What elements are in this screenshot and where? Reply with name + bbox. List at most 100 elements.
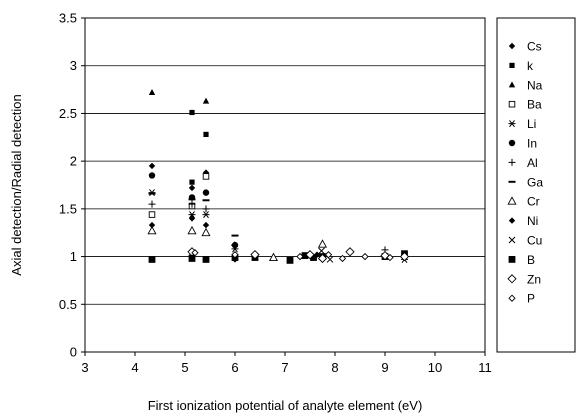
x-axis-title: First ionization potential of analyte el… xyxy=(148,398,423,413)
point-al xyxy=(188,200,196,208)
legend-marker-cr xyxy=(507,196,517,205)
legend-label-al: Al xyxy=(527,156,538,170)
legend-label-k: k xyxy=(527,59,534,73)
point-al xyxy=(202,205,210,213)
y-tick-label: 3 xyxy=(70,58,77,73)
point-ni xyxy=(188,215,196,222)
point-zn xyxy=(399,251,410,262)
point-k xyxy=(189,109,195,116)
point-al xyxy=(148,200,156,208)
point-p xyxy=(231,251,239,259)
point-zn xyxy=(345,247,355,257)
x-tick-label: 6 xyxy=(231,360,238,375)
x-tick-label: 8 xyxy=(331,360,338,375)
y-axis-title: Axial detection/Radial detection xyxy=(9,94,24,275)
legend-item-ba: Ba xyxy=(508,98,542,112)
y-tick-label: 0 xyxy=(70,345,77,360)
legend-item-na: Na xyxy=(508,78,543,92)
point-zn xyxy=(317,253,328,264)
legend-marker-ni xyxy=(508,217,516,224)
legend-marker-p xyxy=(508,294,516,302)
point-zn xyxy=(250,250,260,260)
y-tick-label: 1.5 xyxy=(59,201,77,216)
point-p xyxy=(361,252,369,261)
point-cs xyxy=(188,184,196,192)
legend-marker-zn xyxy=(507,274,517,284)
point-cr xyxy=(317,239,328,248)
point-k xyxy=(203,131,209,138)
legend-item-ni: Ni xyxy=(508,214,538,228)
y-tick-label: 2.5 xyxy=(59,106,77,121)
legend-item-al: Al xyxy=(508,156,538,170)
x-tick-label: 10 xyxy=(428,360,442,375)
legend-item-zn: Zn xyxy=(507,272,541,286)
x-tick-label: 4 xyxy=(131,360,138,375)
legend-label-li: Li xyxy=(527,117,536,131)
point-cr xyxy=(268,252,279,261)
point-na xyxy=(202,97,210,104)
point-cr xyxy=(201,227,211,237)
x-tick-label: 7 xyxy=(281,360,288,375)
legend-marker-cs xyxy=(508,42,516,50)
y-tick-label: 2 xyxy=(70,154,77,169)
point-b xyxy=(202,256,210,263)
point-b xyxy=(310,254,317,261)
point-p xyxy=(338,254,347,263)
point-li xyxy=(202,211,210,219)
legend-label-ni: Ni xyxy=(527,214,538,228)
legend-label-zn: Zn xyxy=(527,272,541,286)
legend-label-p: P xyxy=(527,292,535,306)
legend-item-cs: Cs xyxy=(508,40,542,54)
point-b xyxy=(301,252,309,260)
legend-label-b: B xyxy=(527,253,535,267)
x-tick-label: 3 xyxy=(81,360,88,375)
legend-box xyxy=(496,17,576,353)
legend: Cs k Na Ba Li In Al Ga Cr Ni Cu B Zn P xyxy=(507,40,543,306)
legend-marker-in xyxy=(508,139,516,147)
y-tick-label: 1 xyxy=(70,249,77,264)
y-tick-label: 3.5 xyxy=(59,11,77,26)
point-p xyxy=(296,252,304,261)
legend-marker-na xyxy=(508,81,516,88)
legend-label-in: In xyxy=(527,137,537,151)
legend-item-p: P xyxy=(508,292,535,306)
legend-label-cs: Cs xyxy=(527,40,542,54)
point-p xyxy=(386,253,394,262)
x-tick-label: 11 xyxy=(478,360,492,375)
legend-marker-li xyxy=(508,120,516,128)
point-in xyxy=(202,189,210,196)
y-tick-label: 0.5 xyxy=(59,297,77,312)
point-in xyxy=(148,172,156,179)
legend-item-ga: Ga xyxy=(508,175,543,189)
legend-item-k: k xyxy=(509,59,534,73)
point-b xyxy=(148,256,156,263)
point-cs xyxy=(148,162,156,170)
legend-label-ba: Ba xyxy=(527,98,542,112)
tick-layer: 0 0.5 1 1.5 2 2.5 3 3.5 3 4 5 6 7 8 9 10 11 xyxy=(59,11,492,376)
point-al xyxy=(231,241,238,249)
legend-marker-cu xyxy=(508,236,516,244)
legend-item-cu: Cu xyxy=(508,234,542,248)
point-na xyxy=(148,89,156,96)
point-k xyxy=(189,179,195,185)
legend-item-in: In xyxy=(508,137,537,151)
point-zn xyxy=(305,250,315,260)
point-ba xyxy=(202,173,210,180)
point-b xyxy=(286,256,294,264)
legend-label-na: Na xyxy=(527,78,543,92)
legend-marker-b xyxy=(508,256,516,263)
point-ni xyxy=(202,221,210,229)
plot-area xyxy=(84,17,486,353)
x-tick-label: 9 xyxy=(381,360,388,375)
point-li xyxy=(188,211,196,219)
point-p xyxy=(324,251,333,259)
legend-label-cr: Cr xyxy=(527,195,540,209)
legend-item-cr: Cr xyxy=(507,195,540,209)
legend-marker-ba xyxy=(508,100,516,108)
point-ba xyxy=(148,211,156,218)
point-cr xyxy=(147,225,157,235)
point-cr xyxy=(187,225,197,235)
point-cu xyxy=(318,247,325,255)
